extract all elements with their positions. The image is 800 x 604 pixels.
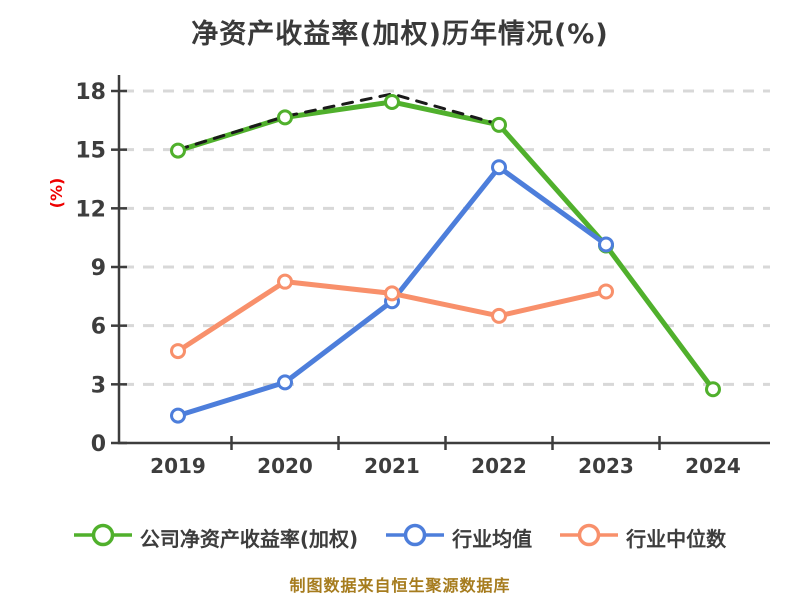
svg-text:2023: 2023 bbox=[578, 454, 634, 478]
chart-footer-source: 制图数据来自恒生聚源数据库 bbox=[289, 576, 511, 595]
legend-swatch-orange bbox=[560, 521, 619, 553]
series-line-3 bbox=[176, 92, 501, 152]
legend-marker-icon bbox=[73, 523, 132, 547]
svg-text:6: 6 bbox=[91, 315, 106, 340]
legend-item-company-roe: 公司净资产收益率(加权) bbox=[73, 521, 359, 553]
svg-text:18: 18 bbox=[75, 80, 106, 105]
legend-swatch-blue bbox=[386, 521, 445, 553]
svg-text:15: 15 bbox=[75, 139, 106, 164]
axes bbox=[111, 75, 770, 450]
x-axis-tick-labels: 2019 2020 2021 2022 2023 2024 bbox=[150, 454, 741, 478]
legend-item-industry-mean: 行业均值 bbox=[386, 521, 532, 553]
legend-item-industry-median: 行业中位数 bbox=[560, 521, 726, 553]
gridlines bbox=[123, 89, 770, 386]
series-line-0 bbox=[175, 99, 716, 392]
legend-label: 行业中位数 bbox=[626, 526, 727, 551]
svg-text:2020: 2020 bbox=[257, 454, 313, 478]
chart-title: 净资产收益率(加权)历年情况(%) bbox=[191, 19, 609, 50]
legend-marker-icon bbox=[560, 523, 619, 547]
chart-legend: 公司净资产收益率(加权) 行业均值 行业中位数 bbox=[0, 515, 800, 559]
svg-text:0: 0 bbox=[91, 432, 106, 457]
y-axis-tick-labels: 0 3 6 9 12 15 18 bbox=[75, 80, 106, 457]
svg-text:12: 12 bbox=[75, 197, 106, 222]
legend-label: 公司净资产收益率(加权) bbox=[139, 526, 359, 551]
svg-text:2022: 2022 bbox=[471, 454, 527, 478]
svg-text:9: 9 bbox=[91, 256, 106, 281]
series-markers-0 bbox=[170, 93, 721, 398]
svg-text:2024: 2024 bbox=[685, 454, 741, 478]
legend-label: 行业均值 bbox=[452, 526, 533, 551]
y-axis-unit-label: (%) bbox=[47, 178, 66, 209]
svg-text:2019: 2019 bbox=[150, 454, 206, 478]
svg-text:3: 3 bbox=[91, 373, 106, 398]
series-markers-2 bbox=[170, 273, 614, 360]
svg-text:2021: 2021 bbox=[364, 454, 420, 478]
legend-marker-icon bbox=[386, 523, 445, 547]
legend-swatch-green bbox=[73, 521, 132, 553]
